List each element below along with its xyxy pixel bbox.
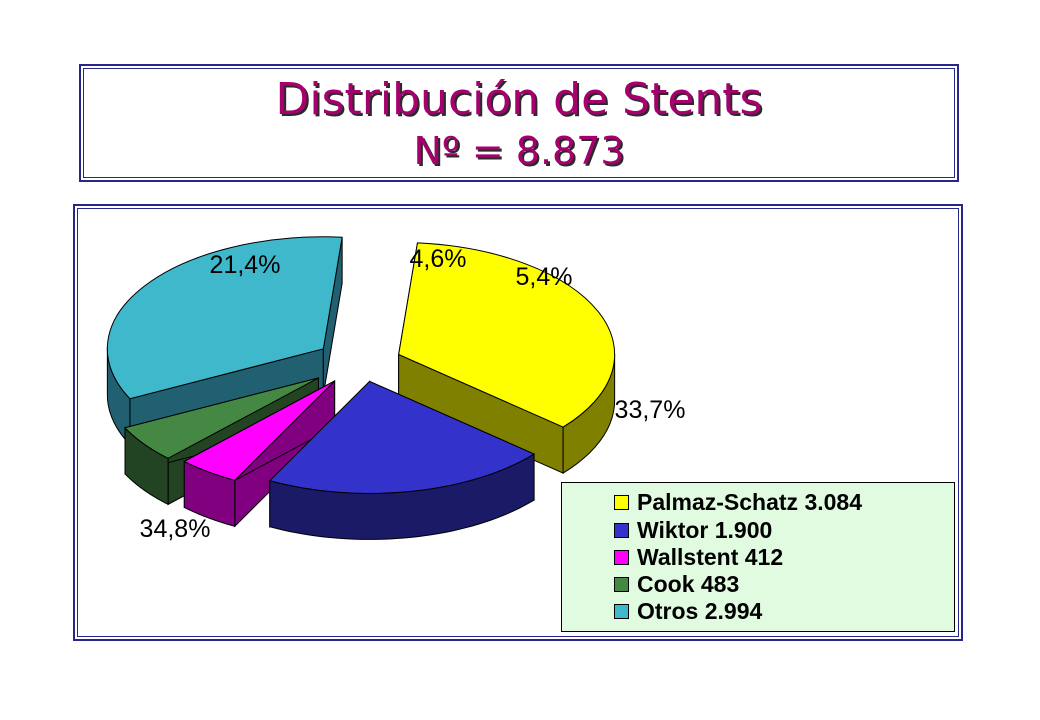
- legend-swatch-wallstent: [614, 549, 629, 565]
- data-label-otros: 33,7%: [615, 396, 686, 424]
- legend: Palmaz-Schatz 3.084 Wiktor 1.900 Wallste…: [561, 482, 955, 632]
- title-box: Distribución de Stents Nº = 8.873: [79, 64, 959, 182]
- data-label-cook: 5,4%: [516, 263, 573, 291]
- pie-slice-wiktor: [268, 380, 536, 540]
- slice-top: [268, 380, 536, 494]
- legend-item-wallstent: Wallstent 412: [614, 543, 784, 570]
- pie-slice-otros: [106, 236, 343, 446]
- legend-label: Wiktor 1.900: [637, 516, 773, 543]
- legend-label: Cook 483: [637, 570, 740, 597]
- chart-title: Distribución de Stents: [275, 74, 763, 125]
- slice-top: [398, 242, 616, 428]
- slice-top: [183, 380, 335, 481]
- data-label-wiktor: 21,4%: [210, 251, 281, 279]
- pie-slice-wallstent: [183, 379, 336, 528]
- legend-swatch-palmaz-schatz: [614, 494, 629, 510]
- legend-item-palmaz-schatz: Palmaz-Schatz 3.084: [614, 488, 863, 515]
- legend-item-cook: Cook 483: [614, 570, 740, 597]
- chart-frame: [73, 204, 963, 641]
- legend-label: Palmaz-Schatz 3.084: [637, 488, 863, 515]
- legend-swatch-otros: [614, 603, 629, 619]
- legend-item-otros: Otros 2.994: [614, 597, 763, 624]
- legend-swatch-cook: [614, 576, 629, 592]
- data-label-wallstent: 4,6%: [410, 245, 467, 273]
- legend-swatch-wiktor: [614, 522, 629, 538]
- slice-top: [124, 377, 319, 459]
- legend-label: Wallstent 412: [637, 543, 784, 570]
- legend-item-wiktor: Wiktor 1.900: [614, 516, 773, 543]
- pie-slice-palmaz-schatz: [398, 242, 616, 475]
- slice-top: [106, 236, 343, 400]
- data-label-palmaz-schatz: 34,8%: [140, 515, 211, 543]
- chart-subtitle: Nº = 8.873: [413, 129, 625, 173]
- legend-label: Otros 2.994: [637, 597, 763, 624]
